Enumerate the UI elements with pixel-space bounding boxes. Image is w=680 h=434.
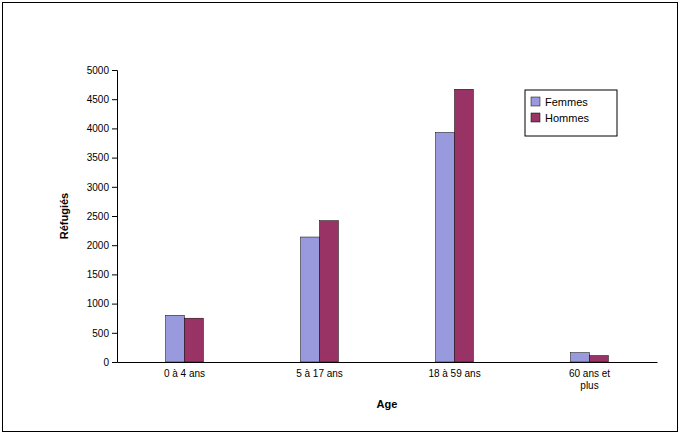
y-tick-mark bbox=[112, 245, 117, 246]
bar bbox=[455, 89, 474, 362]
x-tick-label: 60 ans etplus bbox=[569, 368, 610, 391]
y-tick-mark bbox=[112, 216, 117, 217]
y-tick: 4000 bbox=[87, 123, 117, 134]
y-tick: 3500 bbox=[87, 152, 117, 163]
y-tick-label: 2500 bbox=[87, 211, 110, 222]
bar bbox=[590, 356, 609, 362]
y-tick: 2500 bbox=[87, 211, 117, 222]
legend-label: Femmes bbox=[545, 96, 588, 108]
x-tick: 18 à 59 ans bbox=[428, 362, 480, 379]
y-tick-label: 4500 bbox=[87, 94, 110, 105]
y-tick-mark bbox=[112, 304, 117, 305]
legend-swatch bbox=[531, 97, 540, 106]
y-tick-label: 4000 bbox=[87, 123, 110, 134]
legend: Femmes Hommes bbox=[525, 90, 617, 136]
y-tick-mark bbox=[112, 99, 117, 100]
y-tick-mark bbox=[112, 333, 117, 334]
y-tick-mark bbox=[112, 362, 117, 363]
x-axis: 0 à 4 ans 5 à 17 ans 18 à 59 ans 60 ans etp… bbox=[118, 362, 658, 391]
y-tick-mark bbox=[112, 70, 117, 71]
y-tick-label: 1500 bbox=[87, 269, 110, 280]
bar bbox=[166, 315, 185, 362]
bar bbox=[185, 318, 204, 362]
x-tick-label: 18 à 59 ans bbox=[428, 368, 480, 379]
y-tick-label: 2000 bbox=[87, 240, 110, 251]
y-tick-label: 5000 bbox=[87, 65, 110, 76]
y-tick-label: 3000 bbox=[87, 182, 110, 193]
y-tick: 0 bbox=[103, 357, 117, 368]
y-tick: 2000 bbox=[87, 240, 117, 251]
x-tick-label: 0 à 4 ans bbox=[164, 368, 205, 379]
x-tick: 60 ans etplus bbox=[569, 362, 610, 391]
x-tick-label: 5 à 17 ans bbox=[296, 368, 343, 379]
y-tick-label: 500 bbox=[92, 328, 109, 339]
y-tick-mark bbox=[112, 158, 117, 159]
bar bbox=[301, 237, 320, 362]
y-tick: 500 bbox=[92, 328, 117, 339]
y-tick-label: 3500 bbox=[87, 152, 110, 163]
x-axis-title: Age bbox=[377, 398, 398, 410]
bar bbox=[320, 221, 339, 362]
x-tick: 5 à 17 ans bbox=[296, 362, 343, 379]
y-axis: 0 500 1000 1500 2000 2500 3000 3500 4000 4500 5000 bbox=[87, 65, 118, 368]
y-tick-label: 1000 bbox=[87, 298, 110, 309]
legend-box bbox=[525, 90, 617, 136]
x-axis-line bbox=[118, 362, 658, 363]
x-tick: 0 à 4 ans bbox=[164, 362, 205, 379]
y-tick: 5000 bbox=[87, 65, 117, 76]
y-tick: 3000 bbox=[87, 182, 117, 193]
y-tick-mark bbox=[112, 128, 117, 129]
y-tick-label: 0 bbox=[103, 357, 109, 368]
y-axis-line bbox=[112, 71, 118, 363]
bar bbox=[571, 353, 590, 362]
legend-swatch bbox=[531, 113, 540, 122]
legend-label: Hommes bbox=[545, 112, 590, 124]
y-tick-mark bbox=[112, 187, 117, 188]
chart-frame bbox=[3, 3, 678, 432]
bar bbox=[436, 132, 455, 362]
y-tick-mark bbox=[112, 274, 117, 275]
y-tick: 1000 bbox=[87, 298, 117, 309]
y-tick: 1500 bbox=[87, 269, 117, 280]
y-tick: 4500 bbox=[87, 94, 117, 105]
y-axis-title: Réfugiés bbox=[58, 193, 70, 239]
chart: 0 500 1000 1500 2000 2500 3000 3500 4000 4500 5000… bbox=[0, 0, 680, 434]
